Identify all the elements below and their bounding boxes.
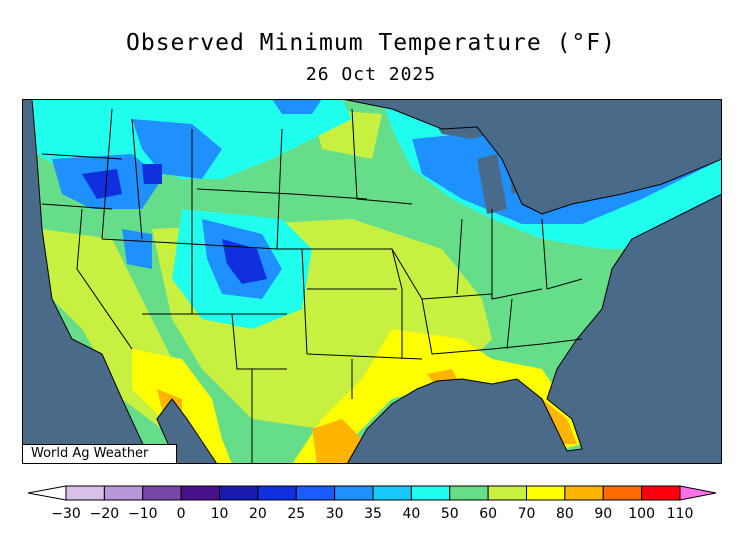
legend-bin — [449, 485, 489, 501]
legend-bin — [65, 485, 105, 501]
legend-max-arrow — [679, 485, 717, 501]
legend-tick-label: −20 — [90, 506, 120, 522]
legend-bin — [334, 485, 374, 501]
credit-label: World Ag Weather — [22, 444, 177, 464]
legend-tick-label: 20 — [249, 506, 267, 522]
temperature-map — [22, 99, 722, 464]
legend-tick-label: 70 — [518, 506, 536, 522]
legend-tick-label: 110 — [667, 506, 694, 522]
legend-tick-label: 80 — [556, 506, 574, 522]
legend-bin — [180, 485, 220, 501]
map-frame — [22, 99, 722, 464]
legend-tick-label: 100 — [628, 506, 655, 522]
color-legend: −30 −20 −10 0 10 20 25 30 35 40 50 60 70 80 90 100 110 — [27, 485, 717, 522]
legend-bin — [641, 485, 681, 501]
legend-min-arrow — [27, 485, 67, 501]
legend-tick-label: 25 — [287, 506, 305, 522]
legend-tick-label: −30 — [51, 506, 81, 522]
legend-bin — [257, 485, 297, 501]
legend-bin — [602, 485, 643, 501]
legend-tick-label: 30 — [326, 506, 344, 522]
legend-tick-label: 50 — [441, 506, 459, 522]
legend-tick-label: 35 — [364, 506, 382, 522]
legend-bin — [526, 485, 566, 501]
legend-tick-label: 40 — [402, 506, 420, 522]
state-borders — [22, 99, 722, 464]
legend-tick-label: −10 — [128, 506, 158, 522]
legend-bin — [142, 485, 182, 501]
map-title: Observed Minimum Temperature (°F) — [126, 30, 616, 56]
legend-bin — [410, 485, 451, 501]
legend-tick-label: 90 — [594, 506, 612, 522]
legend-bin — [219, 485, 259, 501]
legend-tick-label: 60 — [479, 506, 497, 522]
legend-bin — [372, 485, 412, 501]
map-date: 26 Oct 2025 — [305, 64, 437, 85]
legend-bin — [295, 485, 336, 501]
legend-tick-label: 10 — [211, 506, 229, 522]
legend-bin — [564, 485, 604, 501]
legend-bin — [103, 485, 144, 501]
legend-tick-label: 0 — [177, 506, 186, 522]
legend-bin — [487, 485, 527, 501]
